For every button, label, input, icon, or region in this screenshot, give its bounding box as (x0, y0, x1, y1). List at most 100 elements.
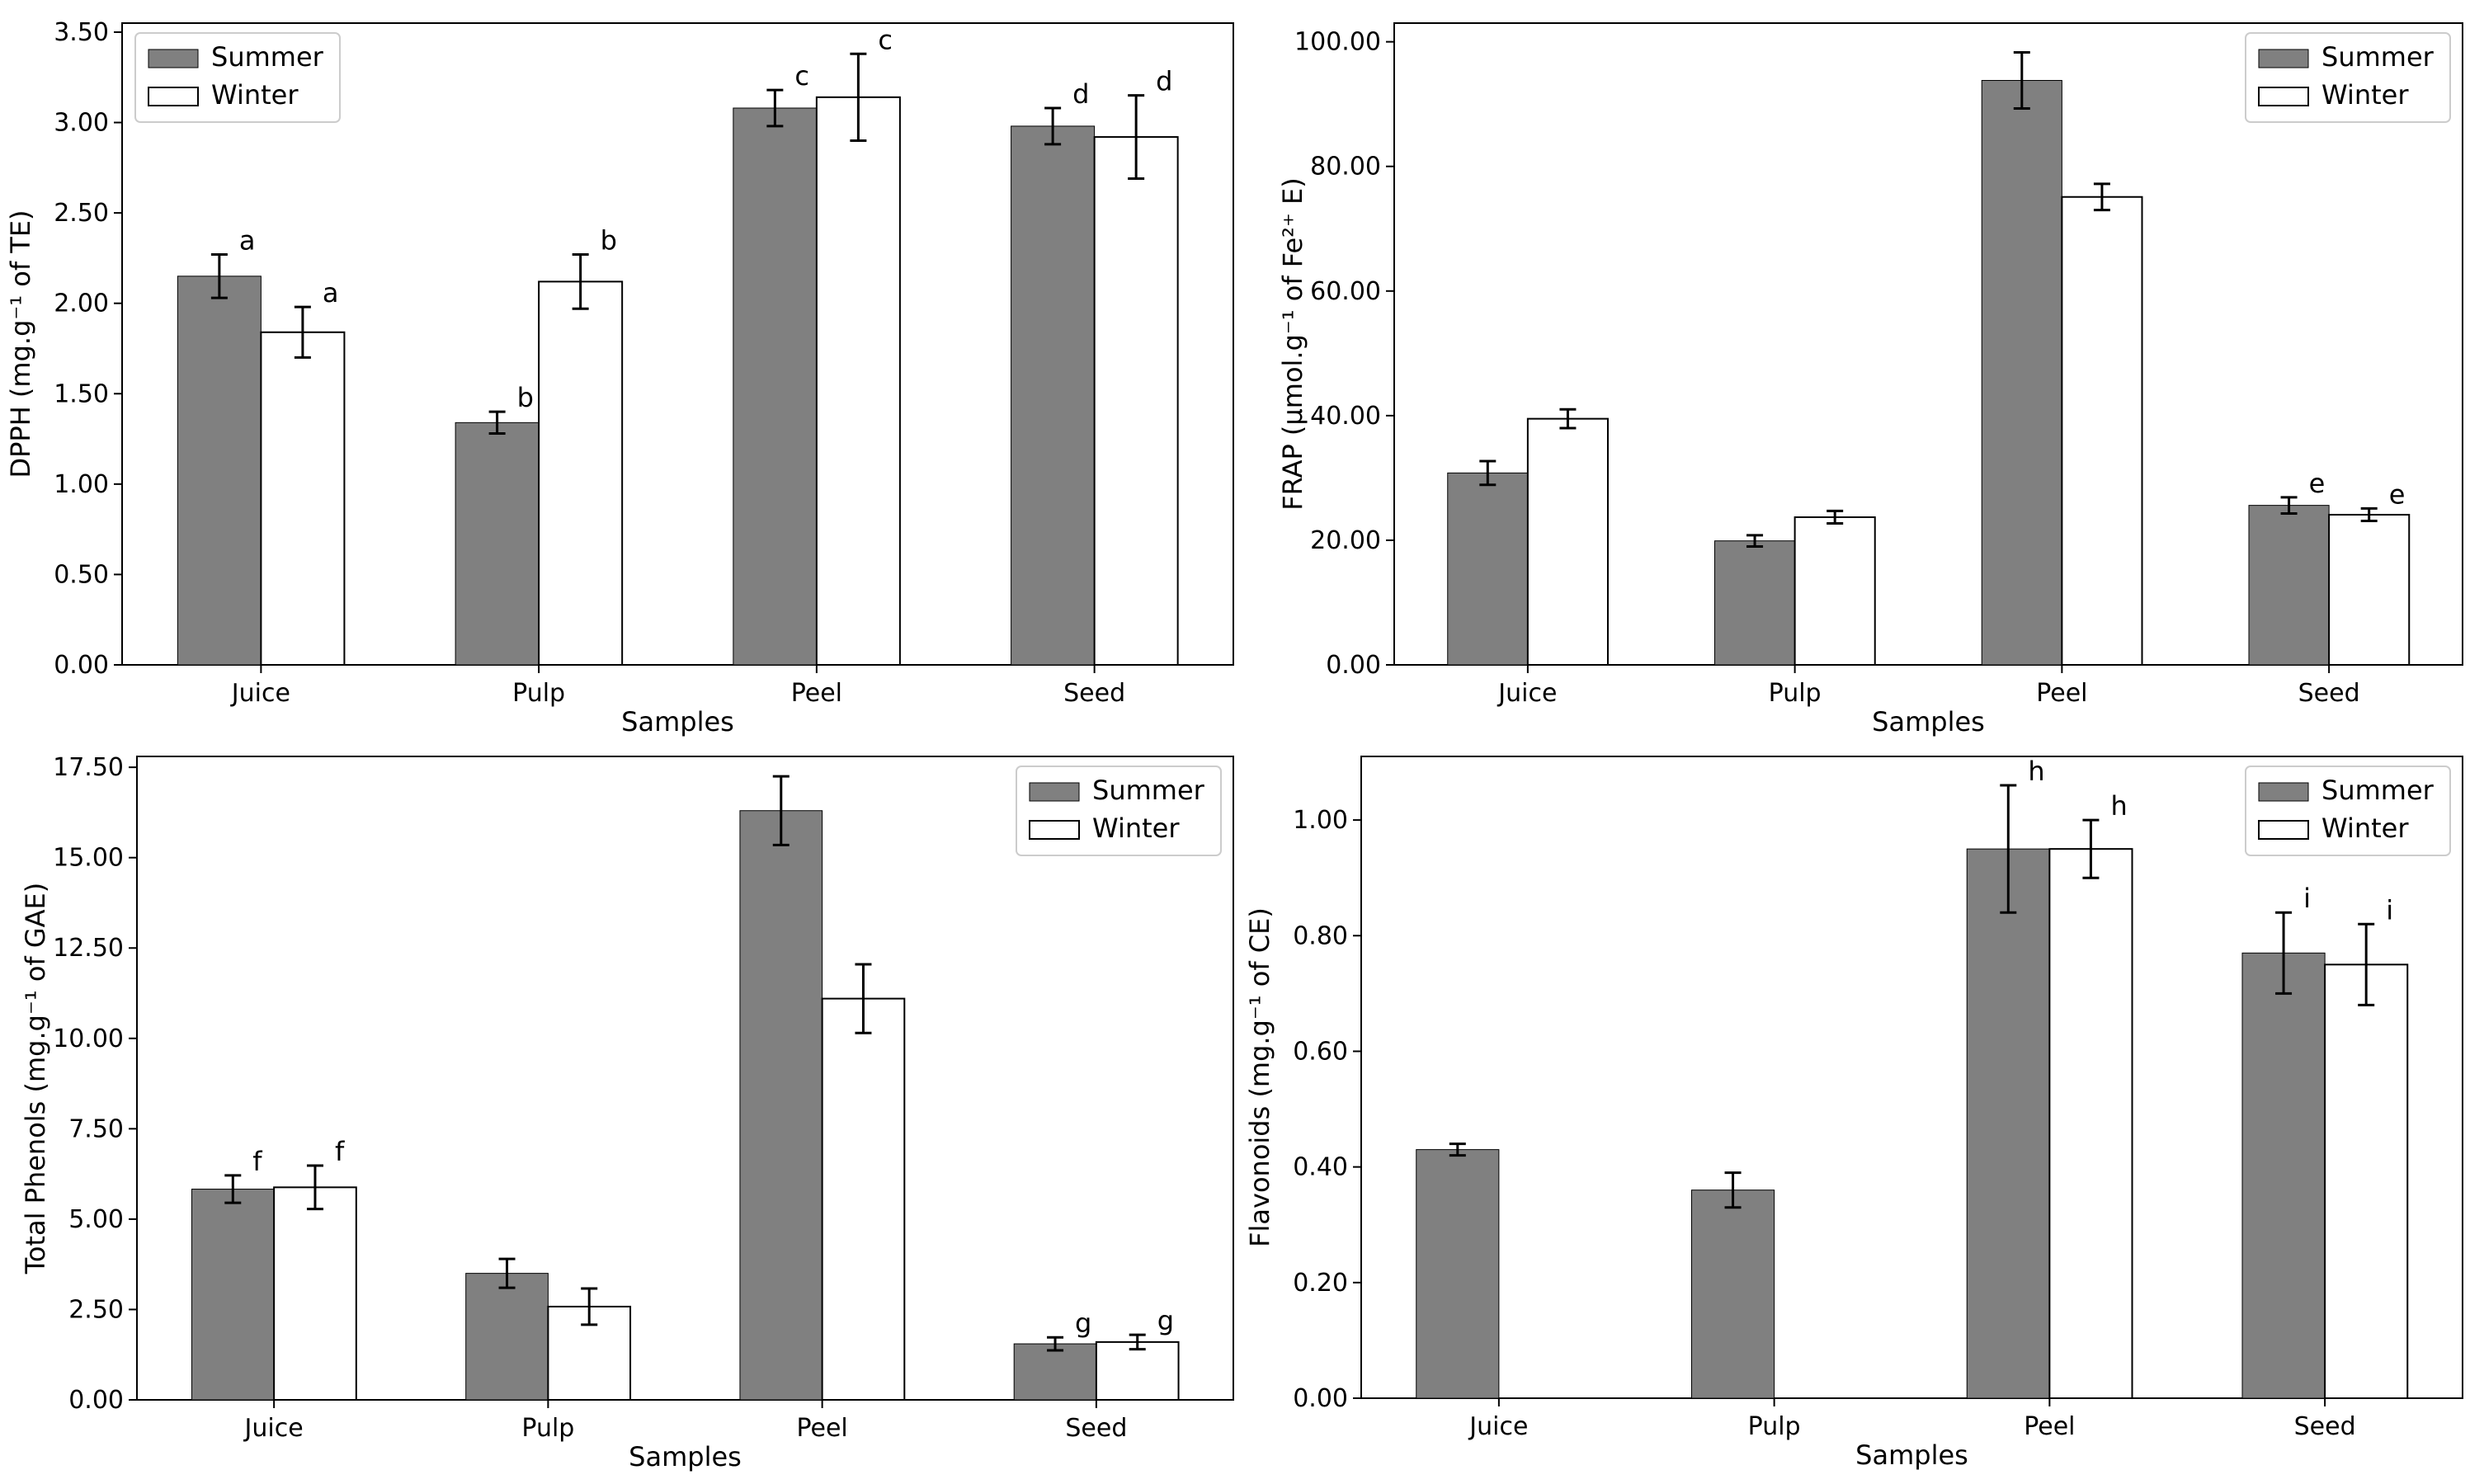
x-tick-label: Seed (1063, 679, 1125, 708)
x-axis-label: Samples (1872, 706, 1985, 737)
significance-label: c (878, 24, 893, 55)
bar-summer-peel (733, 107, 818, 666)
y-tick-label: 0.20 (1293, 1269, 1348, 1298)
y-tick-label: 3.00 (54, 109, 109, 138)
significance-label: a (323, 277, 339, 309)
x-axis-label: Samples (1855, 1439, 1968, 1471)
bar-winter-seed (2324, 963, 2409, 1399)
bar-summer-seed (1011, 125, 1096, 666)
legend-swatch-summer (2258, 782, 2309, 802)
x-tick-label: Seed (2294, 1412, 2356, 1441)
significance-label: h (2028, 756, 2044, 787)
y-tick-label: 2.50 (54, 199, 109, 228)
x-tick-label: Peel (796, 1414, 847, 1443)
significance-label: b (517, 382, 534, 413)
significance-label: i (2386, 894, 2393, 926)
plot-frame (1393, 22, 2463, 666)
legend-label-summer: Summer (2321, 775, 2435, 806)
bar-winter-juice (273, 1186, 357, 1401)
x-tick-label: Pulp (521, 1414, 574, 1443)
legend-label-winter: Winter (2321, 813, 2409, 844)
bar-winter-pulp (1793, 516, 1876, 666)
significance-label: f (252, 1146, 262, 1177)
legend-swatch-winter (2258, 87, 2309, 106)
y-tick-label: 1.00 (54, 470, 109, 499)
y-tick-label: 0.60 (1293, 1037, 1348, 1066)
y-axis-label: FRAP (µmol.g⁻¹ of Fe²⁺ E) (1277, 177, 1308, 511)
legend: Summer Winter (134, 32, 341, 123)
bar-winter-juice (1526, 417, 1609, 666)
bar-winter-juice (260, 331, 346, 666)
legend-swatch-winter (1029, 820, 1080, 840)
y-tick-label: 3.50 (54, 18, 109, 47)
legend-swatch-summer (148, 49, 199, 68)
x-tick-label: Pulp (1769, 679, 1822, 708)
significance-label: a (239, 225, 256, 257)
legend-label-summer: Summer (1092, 775, 1205, 806)
y-tick-label: 40.00 (1310, 402, 1381, 431)
legend: Summer Winter (2245, 32, 2451, 123)
y-tick-label: 17.50 (53, 753, 124, 782)
bar-winter-seed (2328, 513, 2411, 667)
chart-phenols: 0.00 2.50 5.00 7.50 10.00 12.50 15.00 17.50 Juic… (20, 753, 1234, 1472)
x-tick-label: Pulp (1748, 1412, 1801, 1441)
x-tick-label: Pulp (512, 679, 565, 708)
significance-label: f (335, 1136, 345, 1167)
legend-label-winter: Winter (2321, 79, 2409, 111)
y-tick-label: 0.50 (54, 560, 109, 589)
chart-flavonoids: 0.00 0.20 0.40 0.60 0.80 1.00 Juice Pulp Peel h h S… (1244, 756, 2463, 1471)
plot-frame (136, 756, 1234, 1401)
bar-winter-peel (815, 96, 901, 667)
bar-summer-peel (1966, 848, 2050, 1399)
bar-summer-juice (191, 1189, 275, 1401)
legend-swatch-winter (2258, 820, 2309, 840)
y-tick-label: 7.50 (68, 1114, 124, 1143)
legend-label-winter: Winter (1092, 813, 1180, 844)
y-tick-label: 0.80 (1293, 921, 1348, 950)
x-tick-label: Peel (2024, 1412, 2075, 1441)
y-tick-label: 0.40 (1293, 1153, 1348, 1182)
significance-label: d (1156, 66, 1172, 97)
plot-frame (121, 22, 1234, 666)
bar-summer-pulp (1714, 540, 1796, 666)
legend-swatch-summer (1029, 782, 1080, 802)
plot-frame (1360, 756, 2463, 1399)
legend: Summer Winter (2245, 766, 2451, 856)
y-tick-label: 0.00 (1293, 1384, 1348, 1413)
legend: Summer Winter (1016, 766, 1222, 856)
bar-summer-seed (2241, 952, 2326, 1399)
legend-swatch-summer (2258, 49, 2309, 68)
bar-winter-peel (821, 997, 906, 1401)
bar-summer-juice (1416, 1149, 1500, 1399)
bar-winter-peel (2061, 196, 2143, 666)
x-tick-label: Seed (1065, 1414, 1127, 1443)
bar-summer-pulp (455, 422, 540, 666)
bar-summer-peel (739, 810, 823, 1401)
y-tick-label: 60.00 (1310, 277, 1381, 306)
y-tick-label: 10.00 (53, 1025, 124, 1053)
bar-summer-juice (1447, 472, 1529, 666)
x-tick-label: Seed (2298, 679, 2360, 708)
legend-label-winter: Winter (211, 79, 299, 111)
legend-swatch-winter (148, 87, 199, 106)
x-tick-label: Peel (2036, 679, 2087, 708)
x-axis-label: Samples (621, 706, 734, 737)
x-axis-label: Samples (629, 1441, 742, 1472)
bar-winter-seed (1095, 1340, 1180, 1402)
legend-label-summer: Summer (211, 41, 324, 73)
x-tick-label: Juice (1468, 1412, 1528, 1441)
bar-summer-seed (2248, 505, 2330, 666)
y-tick-label: 12.50 (53, 934, 124, 963)
significance-label: c (794, 60, 809, 92)
significance-label: g (1157, 1305, 1174, 1336)
y-tick-label: 15.00 (53, 844, 124, 873)
bar-winter-peel (2048, 848, 2133, 1399)
y-tick-label: 80.00 (1310, 153, 1381, 181)
significance-label: b (601, 225, 617, 257)
y-tick-label: 0.00 (54, 651, 109, 680)
bar-summer-pulp (1691, 1190, 1775, 1399)
chart-dpph: 0.00 0.50 1.00 1.50 2.00 2.50 3.00 3.50 Juice a a P… (5, 18, 1234, 737)
y-axis-label: Total Phenols (mg.g⁻¹ of GAE) (20, 883, 51, 1275)
legend-label-summer: Summer (2321, 41, 2435, 73)
